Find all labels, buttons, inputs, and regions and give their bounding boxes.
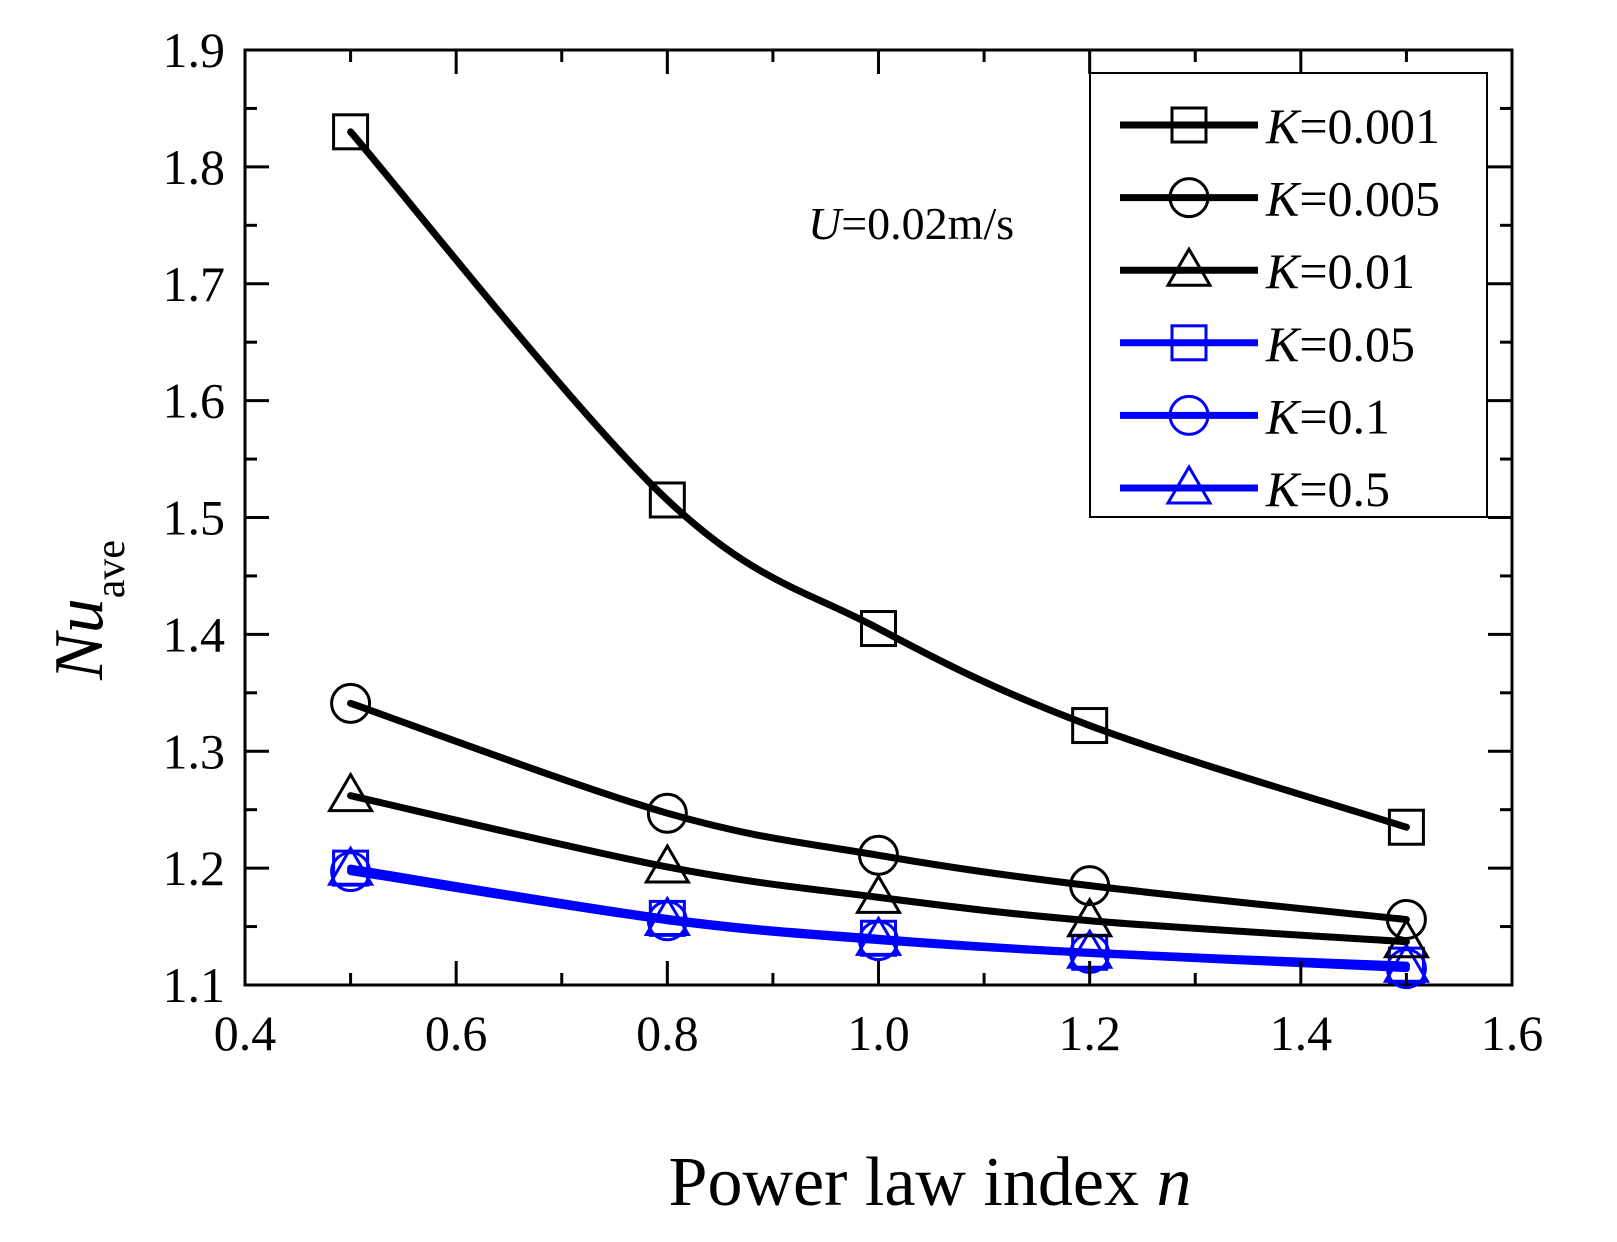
legend-box: [1089, 72, 1488, 518]
y-tick-label: 1.2: [163, 840, 226, 896]
y-axis-title-sub: ave: [88, 540, 134, 598]
x-tick-label: 0.6: [425, 1005, 488, 1061]
x-tick-label: 1.4: [1270, 1005, 1333, 1061]
y-tick-label: 1.4: [163, 606, 226, 662]
legend-marker: [1168, 394, 1210, 436]
data-point: [860, 610, 897, 648]
legend-label: K=0.005: [1265, 171, 1440, 227]
y-axis-title: Nuave: [41, 540, 134, 681]
legend-marker: [1170, 324, 1208, 362]
annotation-text: =0.02m/s: [841, 198, 1014, 249]
x-tick-label: 1.2: [1058, 1005, 1121, 1061]
x-axis-title-prefix: Power law index: [669, 1144, 1157, 1221]
legend-label: K=0.001: [1265, 98, 1440, 154]
legend-item: K=0.001: [1120, 98, 1440, 154]
data-point: [643, 895, 691, 937]
data-point: [326, 771, 375, 813]
y-tick-label: 1.7: [163, 256, 226, 312]
y-tick-label: 1.1: [163, 957, 226, 1013]
legend-item: K=0.5: [1120, 461, 1390, 517]
legend-item: K=0.005: [1120, 171, 1440, 227]
data-point: [854, 915, 903, 956]
legend-marker: [1165, 246, 1213, 287]
y-tick-label: 1.6: [163, 373, 226, 429]
data-point: [648, 481, 686, 519]
data-point: [646, 792, 688, 834]
legend-item: K=0.1: [1120, 388, 1390, 444]
series-K=0.001: [332, 113, 1425, 846]
series-line: [347, 699, 1410, 924]
data-point: [1382, 917, 1431, 959]
y-tick-label: 1.8: [163, 139, 226, 195]
svg-text:Nuave: Nuave: [41, 540, 134, 681]
legend-marker: [1170, 106, 1208, 144]
x-axis-title-var: n: [1156, 1144, 1191, 1221]
series-line: [347, 792, 1410, 946]
x-axis-title: Power law index n: [669, 1144, 1192, 1221]
legend-marker: [1165, 464, 1213, 505]
annotation-var: U: [808, 198, 844, 249]
data-point: [854, 873, 903, 914]
data-point: [330, 682, 372, 724]
x-tick-label: 0.8: [636, 1005, 699, 1061]
data-point: [1069, 865, 1111, 907]
series-K=0.5: [326, 845, 1431, 983]
y-tick-label: 1.5: [163, 490, 226, 546]
series-layer: [326, 113, 1431, 990]
data-point: [1387, 808, 1425, 846]
data-point: [1071, 707, 1109, 745]
data-point: [326, 845, 375, 886]
annotation: U=0.02m/s: [808, 198, 1014, 249]
y-tick-label: 1.3: [163, 723, 226, 779]
legend-label: K=0.1: [1265, 388, 1390, 444]
legend-label: K=0.05: [1265, 316, 1415, 372]
series-line: [347, 865, 1410, 970]
axes-layer: 0.4 0.6 0.8 1.0 1.2 1.4 1.6 1.1 1.2 1.3 1.4 1.5 1.6 1…: [163, 22, 1544, 1061]
legend-label: K=0.5: [1265, 461, 1390, 517]
data-point: [332, 113, 370, 151]
x-tick-label: 1.6: [1481, 1005, 1544, 1061]
data-point: [1066, 896, 1114, 938]
x-tick-label: 1.0: [847, 1005, 910, 1061]
series-K=0.01: [326, 771, 1431, 959]
y-axis-title-main: Nu: [41, 598, 118, 681]
y-tick-label: 1.9: [163, 22, 226, 78]
legend-item: K=0.01: [1120, 243, 1415, 299]
legend-marker: [1168, 177, 1210, 219]
x-tick-label: 0.4: [214, 1005, 277, 1061]
legend-label: K=0.01: [1265, 243, 1415, 299]
legend: K=0.001 K=0.005 K=0.01 K=0.05 K=0.1 K=0.5: [1089, 72, 1488, 518]
series-line: [347, 128, 1410, 831]
data-point: [643, 842, 691, 884]
legend-item: K=0.05: [1120, 316, 1415, 372]
